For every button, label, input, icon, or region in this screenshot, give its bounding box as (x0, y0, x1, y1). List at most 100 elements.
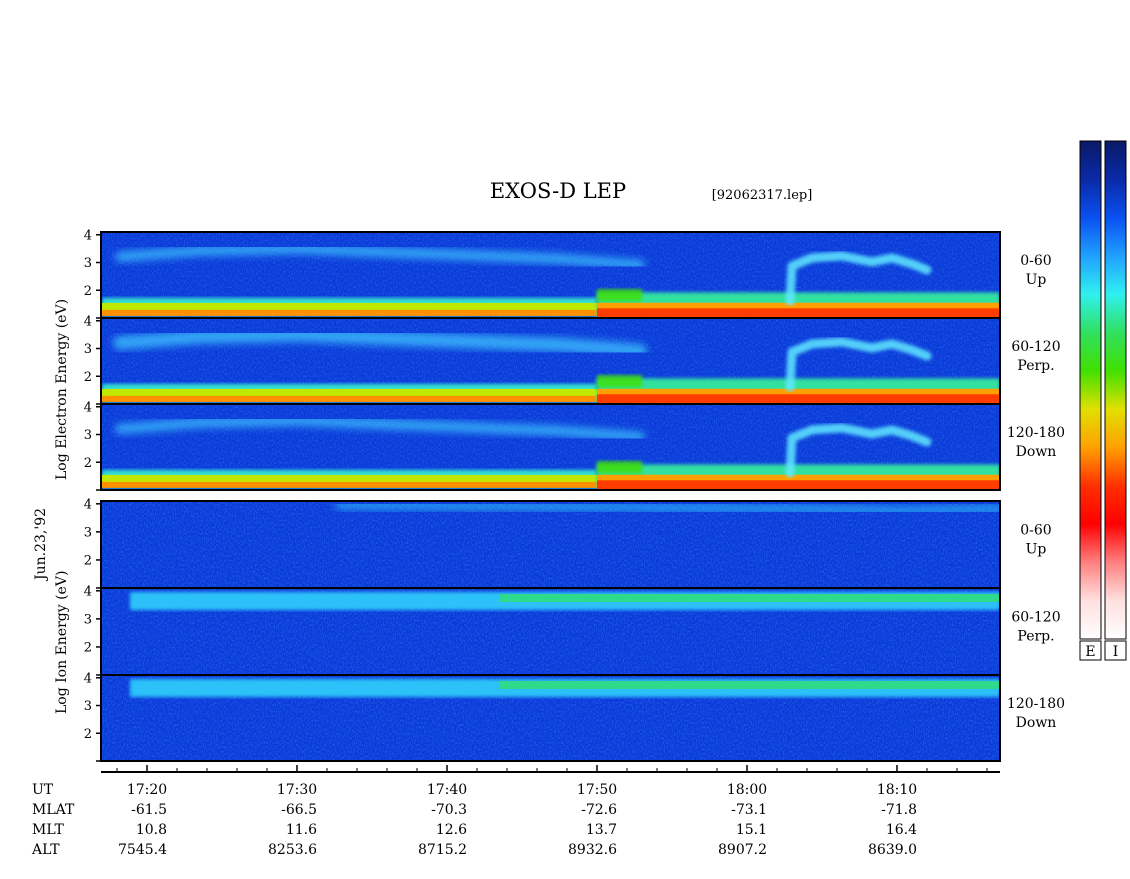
y-tick-label: 3 (84, 612, 92, 627)
y-tick-label: 3 (84, 525, 92, 540)
file-label: [92062317.lep] (712, 188, 813, 203)
electron-ylabel: Log Electron Energy (eV) (54, 299, 70, 480)
ephemeris-table: UT 17:20 17:30 17:40 17:50 18:00 18:10 MLAT -61.… (31, 782, 917, 858)
panel-label: Down (1016, 715, 1057, 731)
ephemeris-value: 8932.6 (568, 842, 617, 858)
ephemeris-value: 18:00 (727, 782, 767, 798)
ephemeris-value: -66.5 (281, 802, 317, 818)
ephemeris-value: 11.6 (286, 822, 317, 838)
ephemeris-value: 17:20 (127, 782, 167, 798)
ion-high-energy-core (500, 594, 1000, 602)
ephemeris-value: -73.1 (731, 802, 767, 818)
panel-label: 60-120 (1011, 339, 1060, 355)
ion-ylabel: Log Ion Energy (eV) (54, 571, 70, 714)
ephemeris-row-label: MLT (32, 822, 64, 838)
y-tick-label: 3 (84, 342, 92, 357)
electron-low-band-edge (102, 309, 597, 316)
electron-enhanced-peak (597, 394, 1000, 404)
panel-label: 120-180 (1007, 696, 1065, 712)
y-tick-label: 2 (84, 284, 92, 299)
panel-label: Up (1026, 272, 1047, 288)
colorbar-label-box (1104, 640, 1127, 661)
y-tick-label: 4 (84, 497, 92, 512)
ephemeris-value: -71.8 (881, 802, 917, 818)
ephemeris-value: 8907.2 (718, 842, 767, 858)
electron-late-arc (785, 251, 932, 306)
date-label: Jun.23,'92 (33, 508, 49, 582)
panel-noise (102, 501, 1000, 588)
panel-frames (100, 231, 1001, 762)
ephemeris-value: 10.8 (136, 822, 167, 838)
electron-onset (597, 374, 642, 388)
colorbar (1104, 140, 1127, 640)
electron-panel-1 (102, 232, 1000, 318)
electron-late-arc (785, 423, 932, 478)
y-tick-label: 2 (84, 370, 92, 385)
ephemeris-value: 17:30 (277, 782, 317, 798)
panel-label: Perp. (1017, 358, 1054, 374)
y-tick-label: 2 (84, 640, 92, 655)
colorbar-label: I (1113, 644, 1119, 660)
panel-label: 60-120 (1011, 610, 1060, 626)
time-axis (101, 765, 1000, 773)
panel-frame-3 (100, 403, 1001, 491)
electron-arc-band (115, 243, 645, 270)
ephemeris-value: -72.6 (581, 802, 617, 818)
ephemeris-value: -70.3 (431, 802, 467, 818)
y-tick-label: 2 (84, 727, 92, 742)
panel-label: Perp. (1017, 629, 1054, 645)
panel-label: 0-60 (1020, 523, 1051, 539)
y-tick-label: 4 (84, 584, 92, 599)
ephemeris-value: 17:50 (577, 782, 617, 798)
electron-onset (597, 460, 642, 474)
panel-frame-6 (100, 674, 1001, 762)
ion-panel-3 (102, 675, 1000, 761)
electron-arc-band (113, 327, 647, 358)
y-tick-label: 4 (84, 314, 92, 329)
electron-late-arc (785, 337, 932, 392)
ion-top-band (335, 501, 1000, 516)
ephemeris-value: 15.1 (736, 822, 767, 838)
ephemeris-row-label: UT (32, 782, 54, 798)
ephemeris-value: 8715.2 (418, 842, 467, 858)
y-tick-label: 3 (84, 256, 92, 271)
electron-low-band-core (102, 302, 597, 311)
panel-label: 0-60 (1020, 253, 1051, 269)
electron-enhanced-peak (597, 308, 1000, 318)
ion-panel-2 (102, 588, 1000, 675)
ephemeris-value: -61.5 (131, 802, 167, 818)
ephemeris-value: 8639.0 (868, 842, 917, 858)
ephemeris-value: 13.7 (586, 822, 617, 838)
electron-onset (597, 288, 642, 302)
ion-panels (102, 501, 1000, 761)
electron-low-band-core (102, 388, 597, 397)
y-tick-label: 4 (84, 228, 92, 243)
ephemeris-value: 7545.4 (118, 842, 167, 858)
colorbar-label: E (1085, 644, 1095, 660)
electron-low-band-edge (102, 395, 597, 402)
ephemeris-value: 18:10 (877, 782, 917, 798)
electron-panel-3 (102, 404, 1000, 490)
electron-panels (102, 232, 1000, 490)
electron-low-band-edge (102, 481, 597, 488)
panel-label: 120-180 (1007, 425, 1065, 441)
y-tick-label: 4 (84, 400, 92, 415)
ephemeris-value: 12.6 (436, 822, 467, 838)
colorbar (1079, 140, 1102, 640)
y-tick-label: 2 (84, 456, 92, 471)
panel-label: Down (1016, 444, 1057, 460)
electron-enhanced-peak (597, 480, 1000, 490)
chart-title: EXOS-D LEP (490, 179, 626, 203)
electron-panel-2 (102, 318, 1000, 404)
y-tick-label: 4 (84, 671, 92, 686)
panel-label: Up (1026, 542, 1047, 558)
colorbar-label-box (1079, 640, 1102, 661)
ephemeris-value: 16.4 (886, 822, 917, 838)
y-tick-label: 3 (84, 699, 92, 714)
y-axis-ticks: 4 3 2 4 3 2 4 3 2 4 3 2 4 3 2 4 3 2 (84, 228, 102, 762)
y-tick-label: 2 (84, 553, 92, 568)
ephemeris-value: 8253.6 (268, 842, 317, 858)
